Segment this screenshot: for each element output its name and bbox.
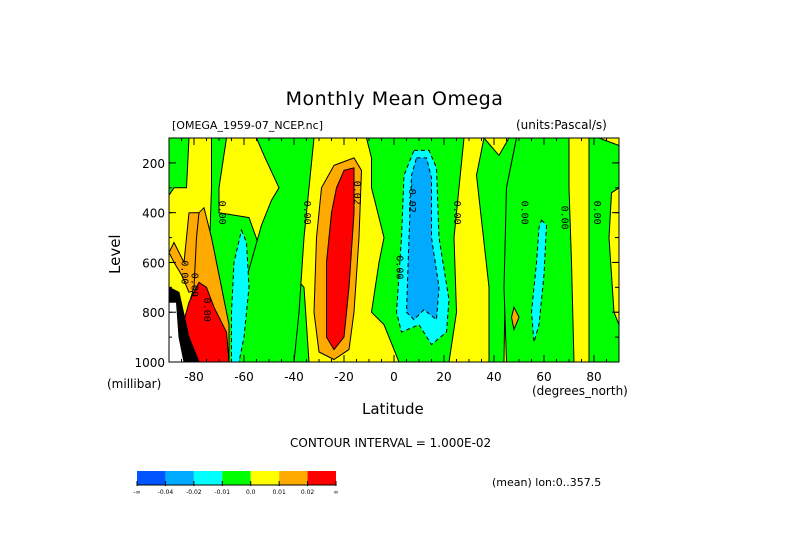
dataset-filename: [OMEGA_1959-07_NCEP.nc] xyxy=(172,119,323,132)
colorbar-bin xyxy=(222,471,251,485)
contour-label: 0.00 xyxy=(519,201,530,225)
contour-label: 0.00 xyxy=(179,260,190,284)
x-axis-unit: (degrees_north) xyxy=(532,384,628,398)
y-tick-label: 1000 xyxy=(134,356,165,370)
colorbar-bin xyxy=(165,471,194,485)
x-tick-label: 0 xyxy=(390,370,398,384)
contour-interval-label: CONTOUR INTERVAL = 1.000E-02 xyxy=(290,436,492,450)
y-tick-label: 800 xyxy=(142,306,165,320)
colorbar-bin xyxy=(307,471,336,485)
region-red-south-subtrop xyxy=(326,167,355,351)
colorbar-tick-label: -0.01 xyxy=(215,489,231,496)
colorbar-tick-label: 0.0 xyxy=(246,489,256,496)
y-tick-label: 600 xyxy=(142,256,165,270)
x-tick-label: -40 xyxy=(284,370,304,384)
contour-label: 0.00 xyxy=(591,201,602,225)
contour-label: 0.00 xyxy=(301,201,312,225)
chart-title: Monthly Mean Omega xyxy=(285,88,504,110)
region-cyan-northern xyxy=(530,219,548,343)
y-tick-label: 400 xyxy=(142,207,165,221)
x-tick-label: -60 xyxy=(234,370,254,384)
y-axis-unit: (millibar) xyxy=(107,377,162,391)
averaging-footnote: (mean) lon:0..357.5 xyxy=(492,476,602,489)
x-tick-label: 60 xyxy=(536,370,551,384)
contour-label: 0.00 xyxy=(451,201,462,225)
contour-label: -0.02 xyxy=(406,183,417,213)
colorbar-tick-label: 0.01 xyxy=(272,489,286,496)
contour-label: 0.00 xyxy=(559,206,570,230)
x-tick-label: 80 xyxy=(586,370,601,384)
contour-label: 0.00 xyxy=(189,273,200,297)
region-green-n-polar xyxy=(588,137,620,363)
colorbar-bin xyxy=(279,471,308,485)
contour-label: 0.00 xyxy=(201,298,212,322)
x-tick-label: -20 xyxy=(334,370,354,384)
colorbar-bin xyxy=(250,471,280,485)
x-tick-label: 40 xyxy=(486,370,501,384)
x-axis-label: Latitude xyxy=(362,400,424,418)
region-orange-small-north xyxy=(510,305,520,332)
contour-label: 0.02 xyxy=(351,181,362,205)
colorbar-bin xyxy=(137,471,166,485)
colorbar-bin xyxy=(193,471,223,485)
colorbar-tick-label: -0.04 xyxy=(158,489,174,496)
contour-label: 0.00 xyxy=(216,201,227,225)
x-tick-label: -80 xyxy=(184,370,204,384)
contour-label: 0.00 xyxy=(394,255,405,279)
colorbar-tick-label: 0.02 xyxy=(301,489,315,496)
colorbar-tick-label: ∞ xyxy=(334,489,339,496)
colorbar-tick-label: -0.02 xyxy=(186,489,202,496)
x-tick-label: 20 xyxy=(436,370,451,384)
region-green-south-pole xyxy=(168,137,190,197)
y-tick-label: 200 xyxy=(142,157,165,171)
units-label: (units:Pascal/s) xyxy=(516,118,607,132)
colorbar-tick-label: -∞ xyxy=(133,489,140,496)
region-blue-itcz xyxy=(405,157,440,321)
